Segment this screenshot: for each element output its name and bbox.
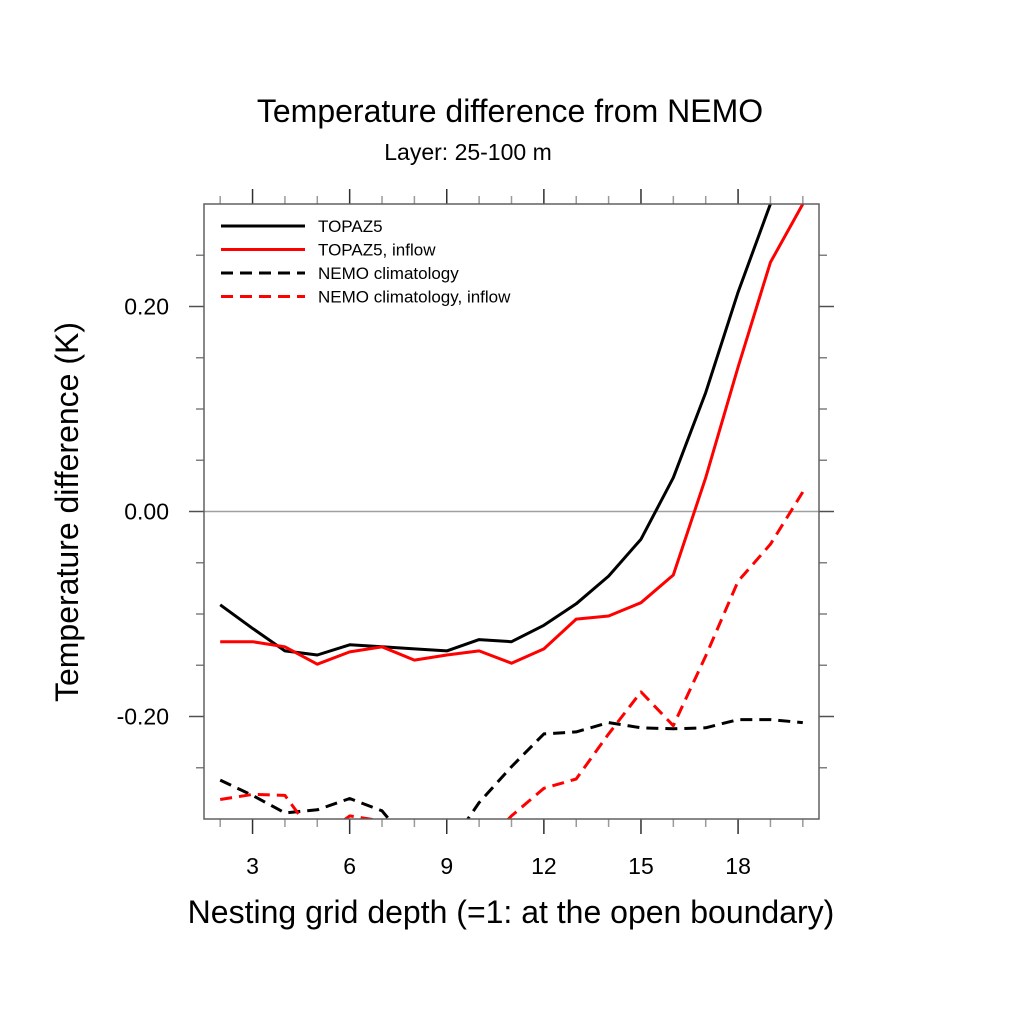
legend-label: NEMO climatology, inflow bbox=[318, 288, 511, 307]
x-tick-label: 6 bbox=[343, 853, 356, 879]
y-tick-label: 0.20 bbox=[124, 294, 169, 320]
legend-label: TOPAZ5 bbox=[318, 217, 383, 236]
y-axis-label: Temperature difference (K) bbox=[49, 322, 85, 702]
series-line-nemo-climatology-inflow bbox=[219, 491, 805, 819]
x-tick-label: 18 bbox=[725, 853, 751, 879]
y-tick-label: -0.20 bbox=[117, 704, 169, 730]
legend: TOPAZ5 TOPAZ5, inflow NEMO climatology NEMO… bbox=[221, 217, 511, 307]
series-group bbox=[219, 204, 805, 819]
chart-subtitle: Layer: 25-100 m bbox=[384, 139, 551, 165]
x-tick-label: 15 bbox=[628, 853, 654, 879]
chart-title: Temperature difference from NEMO bbox=[257, 93, 763, 129]
legend-item: TOPAZ5, inflow bbox=[221, 241, 436, 260]
x-tick-label: 12 bbox=[531, 853, 557, 879]
legend-label: TOPAZ5, inflow bbox=[318, 241, 436, 260]
legend-item: TOPAZ5 bbox=[221, 217, 383, 236]
legend-item: NEMO climatology bbox=[221, 264, 459, 283]
series-line-topaz5-inflow bbox=[220, 204, 805, 666]
ticks-group bbox=[189, 189, 834, 834]
y-tick-label: 0.00 bbox=[124, 499, 169, 525]
x-axis-label: Nesting grid depth (=1: at the open boun… bbox=[188, 894, 835, 930]
legend-item: NEMO climatology, inflow bbox=[221, 288, 511, 307]
x-tick-label: 9 bbox=[440, 853, 453, 879]
y-tick-labels: -0.20 0.00 0.20 bbox=[117, 294, 169, 730]
legend-label: NEMO climatology bbox=[318, 264, 459, 283]
series-line-topaz5 bbox=[219, 204, 772, 657]
x-tick-label: 3 bbox=[246, 853, 259, 879]
x-tick-labels: 3 6 9 12 15 18 bbox=[246, 853, 751, 879]
plot-frame bbox=[203, 203, 820, 820]
series-line-nemo-climatology bbox=[219, 718, 803, 819]
